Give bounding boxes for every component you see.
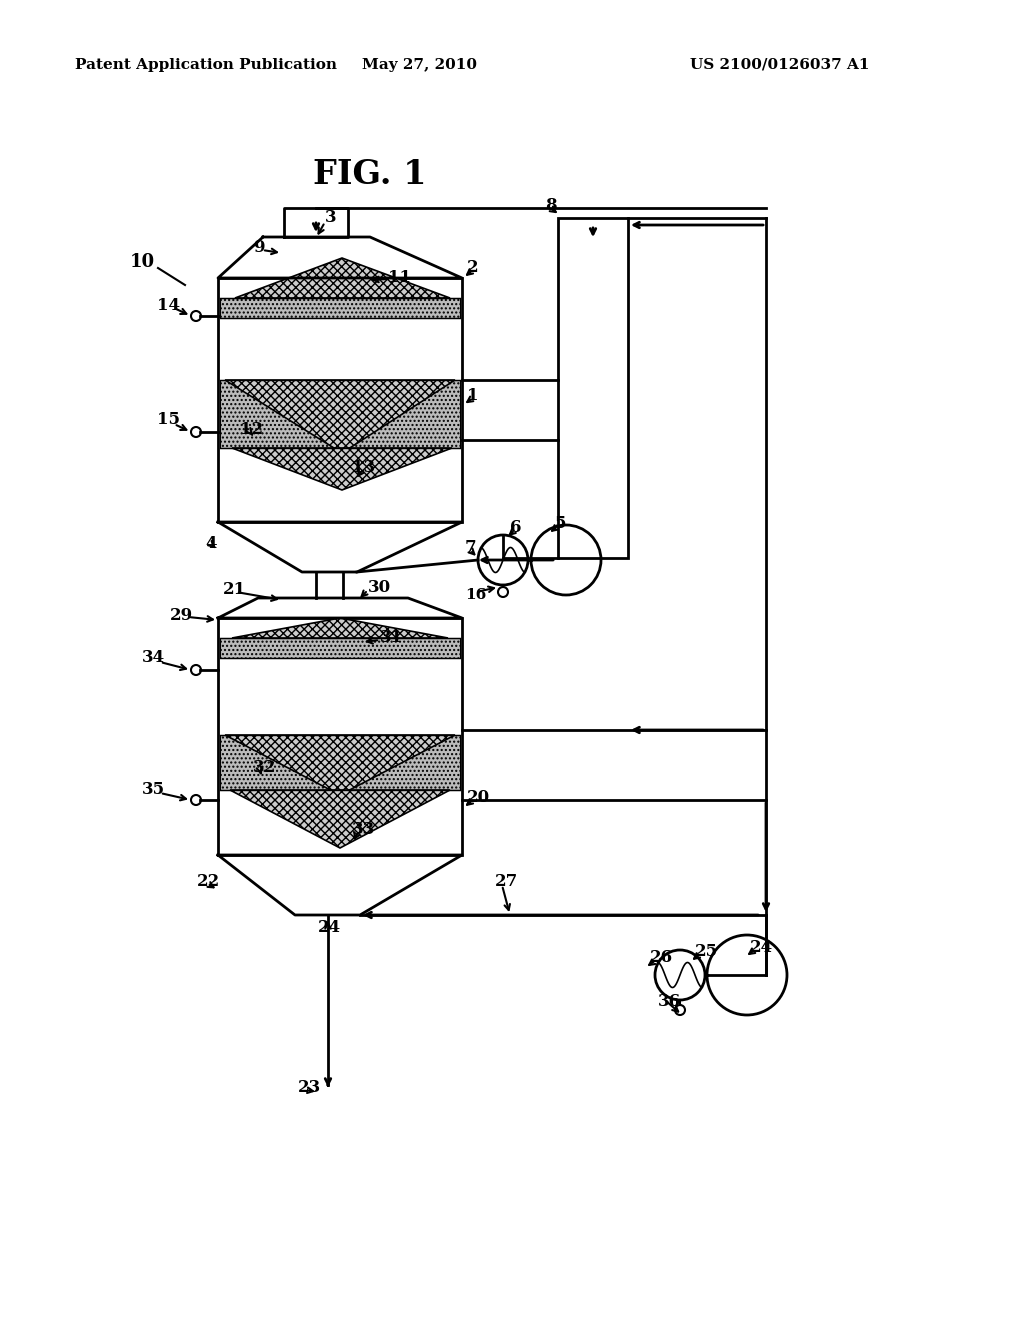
Text: 24: 24 [750, 939, 773, 956]
Text: 2: 2 [467, 260, 478, 276]
Bar [220, 380, 460, 447]
Text: 25: 25 [695, 944, 718, 961]
Text: FIG. 1: FIG. 1 [313, 158, 427, 191]
Text: 30: 30 [368, 579, 391, 597]
Polygon shape [225, 735, 455, 795]
Text: 34: 34 [142, 649, 165, 667]
Text: 13: 13 [352, 459, 375, 477]
Text: Patent Application Publication: Patent Application Publication [75, 58, 337, 73]
Text: 7: 7 [465, 540, 476, 557]
Text: 14: 14 [157, 297, 180, 314]
Polygon shape [225, 380, 455, 453]
Text: 9: 9 [253, 239, 264, 256]
Text: 22: 22 [197, 874, 220, 891]
Text: 33: 33 [352, 821, 375, 838]
Text: 29: 29 [170, 606, 194, 623]
Bar [218, 618, 462, 855]
Text: 36: 36 [658, 994, 681, 1011]
Bar [220, 638, 460, 657]
Text: 1: 1 [467, 387, 478, 404]
Polygon shape [230, 789, 450, 847]
Text: 16: 16 [465, 587, 486, 602]
Text: US 2100/0126037 A1: US 2100/0126037 A1 [690, 58, 870, 73]
Text: 4: 4 [205, 535, 216, 552]
Text: 26: 26 [650, 949, 673, 966]
Text: 31: 31 [380, 630, 403, 647]
Text: 24: 24 [318, 920, 341, 936]
Bar [220, 735, 460, 789]
Polygon shape [232, 447, 452, 490]
Text: May 27, 2010: May 27, 2010 [362, 58, 477, 73]
Bar [218, 279, 462, 521]
Polygon shape [232, 618, 449, 638]
Text: 6: 6 [510, 520, 521, 536]
Text: 23: 23 [298, 1080, 322, 1097]
Text: 32: 32 [253, 759, 276, 776]
Text: 11: 11 [388, 268, 411, 285]
Text: 12: 12 [240, 421, 263, 438]
Text: 27: 27 [495, 874, 518, 891]
Text: 35: 35 [142, 781, 165, 799]
Text: 20: 20 [467, 789, 490, 807]
Bar [220, 298, 460, 318]
Bar [558, 218, 628, 558]
Polygon shape [234, 257, 450, 298]
Text: 8: 8 [545, 197, 557, 214]
Text: 3: 3 [325, 210, 337, 227]
Text: 10: 10 [130, 253, 155, 271]
Text: 5: 5 [555, 516, 566, 532]
Text: 15: 15 [157, 412, 180, 429]
Text: 21: 21 [223, 582, 246, 598]
